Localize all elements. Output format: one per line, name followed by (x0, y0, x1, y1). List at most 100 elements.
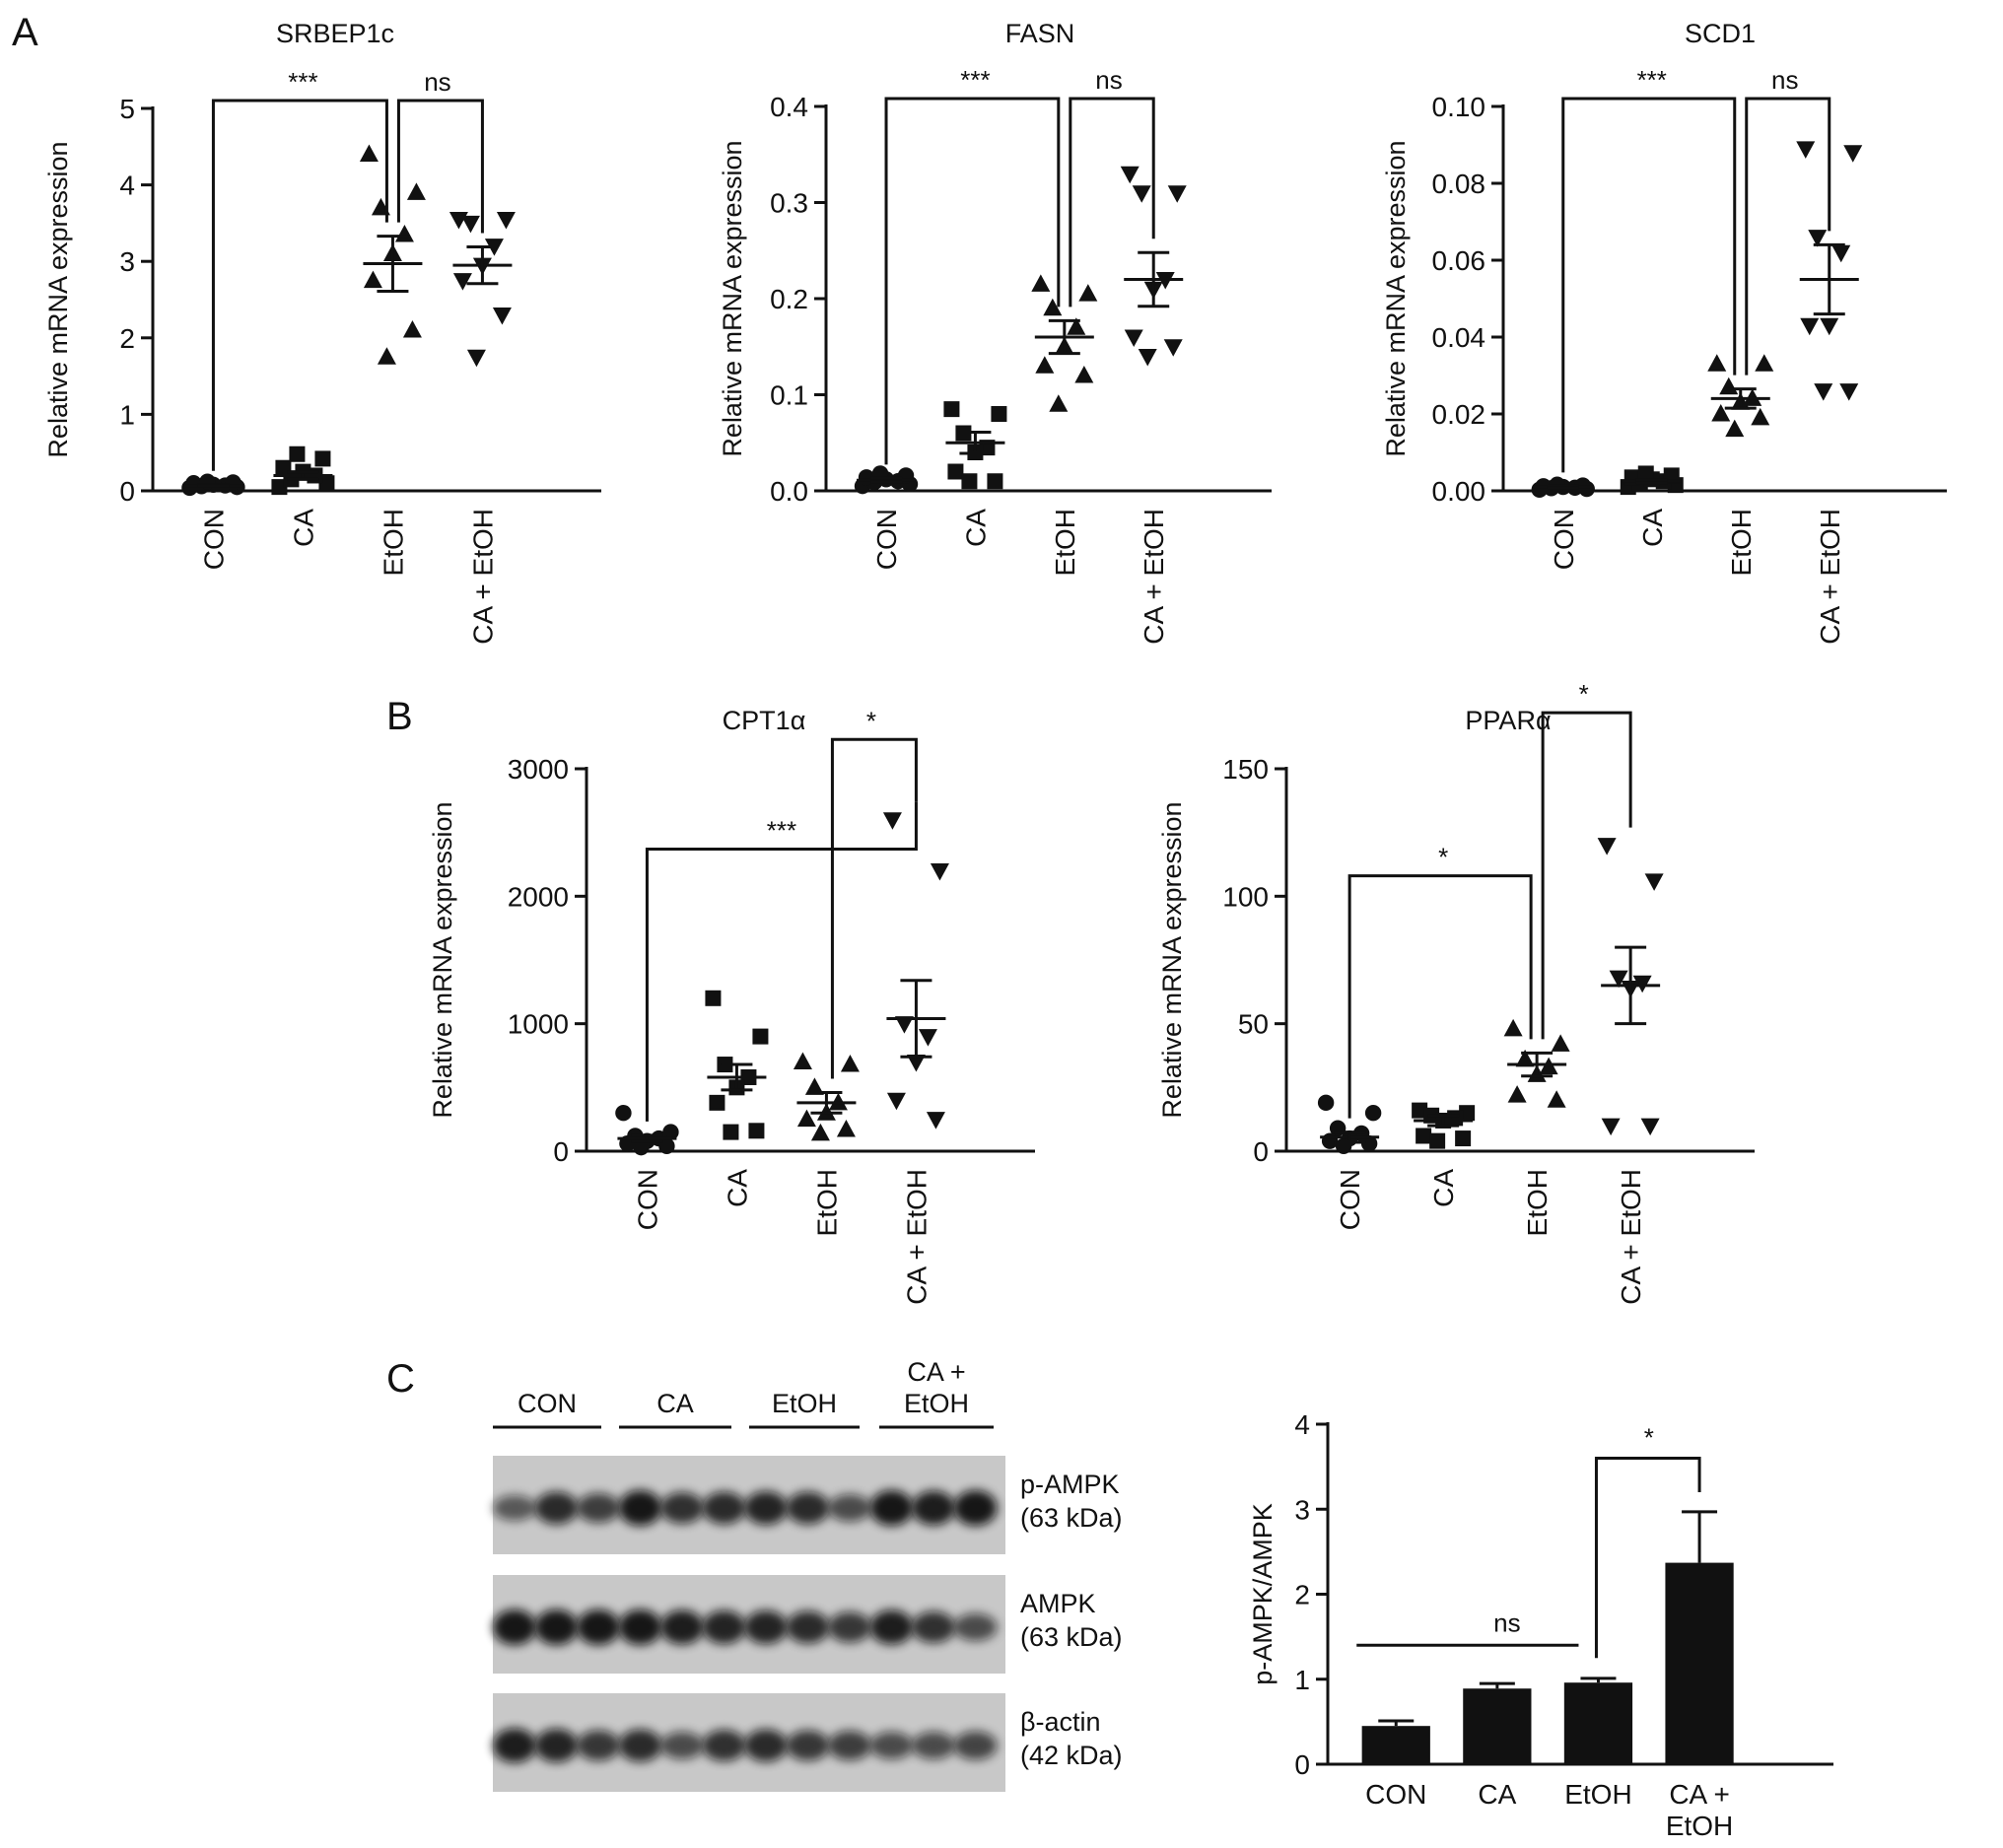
blot-row-label: p-AMPK (1020, 1470, 1120, 1499)
data-point (1360, 1135, 1378, 1152)
charts-layer: 0 1 2 3 4 5 Relative mRNA expression SRBEP1c CON… (43, 19, 1947, 1841)
x-tick-label: CA (1428, 1169, 1459, 1207)
blot-band (660, 1732, 704, 1759)
y-axis-label: Relative mRNA expression (428, 801, 457, 1118)
blot-band (702, 1610, 746, 1644)
data-point (1796, 141, 1816, 159)
data-point (705, 990, 722, 1006)
blot-row-label: (63 kDa) (1020, 1503, 1123, 1533)
blot-band (493, 1728, 536, 1763)
data-point (1124, 329, 1143, 347)
y-tick-label: 2 (1294, 1580, 1310, 1610)
data-point (926, 1112, 945, 1129)
significance-label: *** (767, 815, 796, 845)
data-point (1609, 970, 1628, 989)
significance-bracket (884, 97, 1061, 465)
blot-band (618, 1609, 662, 1645)
x-tick-label: CON (632, 1169, 662, 1230)
y-tick-label: 0.00 (1432, 476, 1486, 507)
y-tick-label: 0.2 (770, 284, 808, 314)
significance-label: * (1644, 1423, 1654, 1453)
data-point (1515, 1049, 1535, 1067)
data-point (810, 1123, 830, 1141)
y-tick-label: 0.08 (1432, 169, 1486, 199)
data-point (991, 406, 1007, 422)
x-tick-label: EtOH (1050, 509, 1080, 576)
blot-band (534, 1729, 579, 1762)
data-point (275, 459, 292, 476)
data-point (1601, 1118, 1621, 1136)
data-point (1547, 1090, 1566, 1108)
data-point (723, 1124, 739, 1140)
chart-srbep1c: 0 1 2 3 4 5 Relative mRNA expression SRBEP1c CON… (43, 19, 601, 645)
data-point (1132, 185, 1151, 203)
blot-band (534, 1491, 579, 1525)
chart-title: PPARα (1465, 706, 1551, 735)
data-point (1711, 404, 1731, 422)
data-point (289, 445, 306, 462)
data-point (930, 862, 949, 881)
data-point (394, 225, 414, 242)
y-tick-label: 0.02 (1432, 399, 1486, 430)
blot-band (618, 1729, 662, 1762)
y-tick-label: 0 (1294, 1749, 1310, 1780)
data-point (1843, 145, 1863, 163)
y-tick-label: 0.0 (770, 476, 808, 507)
data-point (1364, 1105, 1382, 1122)
data-point (748, 1123, 765, 1139)
data-point (377, 347, 396, 365)
blot-band (702, 1730, 746, 1761)
blot-band (869, 1609, 914, 1645)
blot-band (953, 1613, 998, 1641)
blot-row-label: (42 kDa) (1020, 1741, 1123, 1770)
data-point (987, 473, 1003, 490)
y-tick-label: 50 (1238, 1009, 1269, 1040)
data-point (1800, 317, 1820, 336)
y-tick-label: 0.3 (770, 188, 808, 219)
significance-bracket (1561, 97, 1737, 473)
data-point (1120, 166, 1140, 184)
data-point (1551, 1034, 1570, 1052)
data-point (1808, 230, 1828, 247)
y-tick-label: 100 (1222, 881, 1269, 912)
blot-band (869, 1490, 914, 1526)
x-tick-label: CA + EtOH (467, 509, 498, 645)
x-tick-label: CON (871, 509, 902, 570)
y-tick-label: 150 (1222, 754, 1269, 785)
data-point (460, 215, 480, 234)
y-tick-label: 0.06 (1432, 245, 1486, 276)
data-point (796, 1109, 816, 1128)
data-point (1429, 1132, 1446, 1149)
y-axis-label: Relative mRNA expression (43, 141, 73, 457)
data-point (1078, 284, 1098, 302)
x-tick-label: CA + (1669, 1779, 1729, 1810)
data-point (225, 474, 242, 491)
blot-band (493, 1495, 536, 1521)
data-point (709, 1094, 725, 1111)
chart-title: SCD1 (1685, 19, 1756, 48)
significance-label: ns (1493, 1608, 1520, 1637)
data-point (615, 1105, 632, 1122)
data-point (492, 308, 512, 325)
data-point (918, 1029, 937, 1047)
blot-band (493, 1609, 536, 1645)
blot-band (786, 1491, 830, 1525)
blot-band (744, 1729, 788, 1762)
blot-row-label: β-actin (1020, 1707, 1101, 1737)
data-point (1725, 419, 1745, 438)
data-point (185, 475, 202, 492)
lane-group-label: CON (518, 1389, 577, 1418)
blot-band (534, 1609, 579, 1645)
bar (1665, 1562, 1734, 1764)
significance-bracket (1745, 97, 1831, 376)
panel-label-b: B (386, 695, 413, 738)
data-point (359, 144, 379, 163)
lane-group-label: EtOH (772, 1389, 837, 1418)
data-point (752, 1028, 769, 1045)
x-tick-label: CA + EtOH (1139, 509, 1169, 645)
blot-row-label: AMPK (1020, 1589, 1096, 1618)
x-tick-label: CON (198, 509, 229, 570)
bar (1361, 1726, 1430, 1764)
